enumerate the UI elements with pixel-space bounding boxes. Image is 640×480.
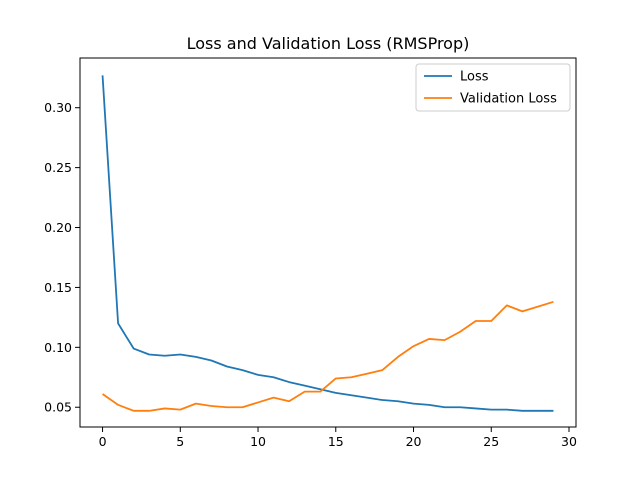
series-line-1 [102,300,554,412]
legend-label-1: Validation Loss [460,92,557,107]
x-tick-label: 20 [406,434,422,449]
y-tick-label: 0.05 [44,400,72,415]
x-tick-label: 15 [328,434,344,449]
axes-frame [79,57,577,428]
chart-title: Loss and Validation Loss (RMSProp) [187,34,470,53]
y-tick-label: 0.25 [44,160,72,175]
legend-box [415,63,571,112]
x-tick-label: 0 [99,434,107,449]
y-tick-label: 0.20 [44,220,72,235]
x-tick-label: 10 [250,434,266,449]
x-tick-label: 25 [483,434,499,449]
legend-label-0: Loss [460,70,489,85]
y-tick-label: 0.30 [44,100,72,115]
series-line-0 [101,75,554,412]
y-tick-label: 0.15 [44,280,72,295]
x-tick-label: 30 [561,434,577,449]
x-tick-label: 5 [176,434,184,449]
plot-area: 0 5 10 15 20 25 30 0.05 0.10 0.15 0.20 0.25 0.30 [44,75,577,449]
legend: Loss Validation Loss [415,63,571,112]
y-tick-label: 0.10 [44,340,72,355]
